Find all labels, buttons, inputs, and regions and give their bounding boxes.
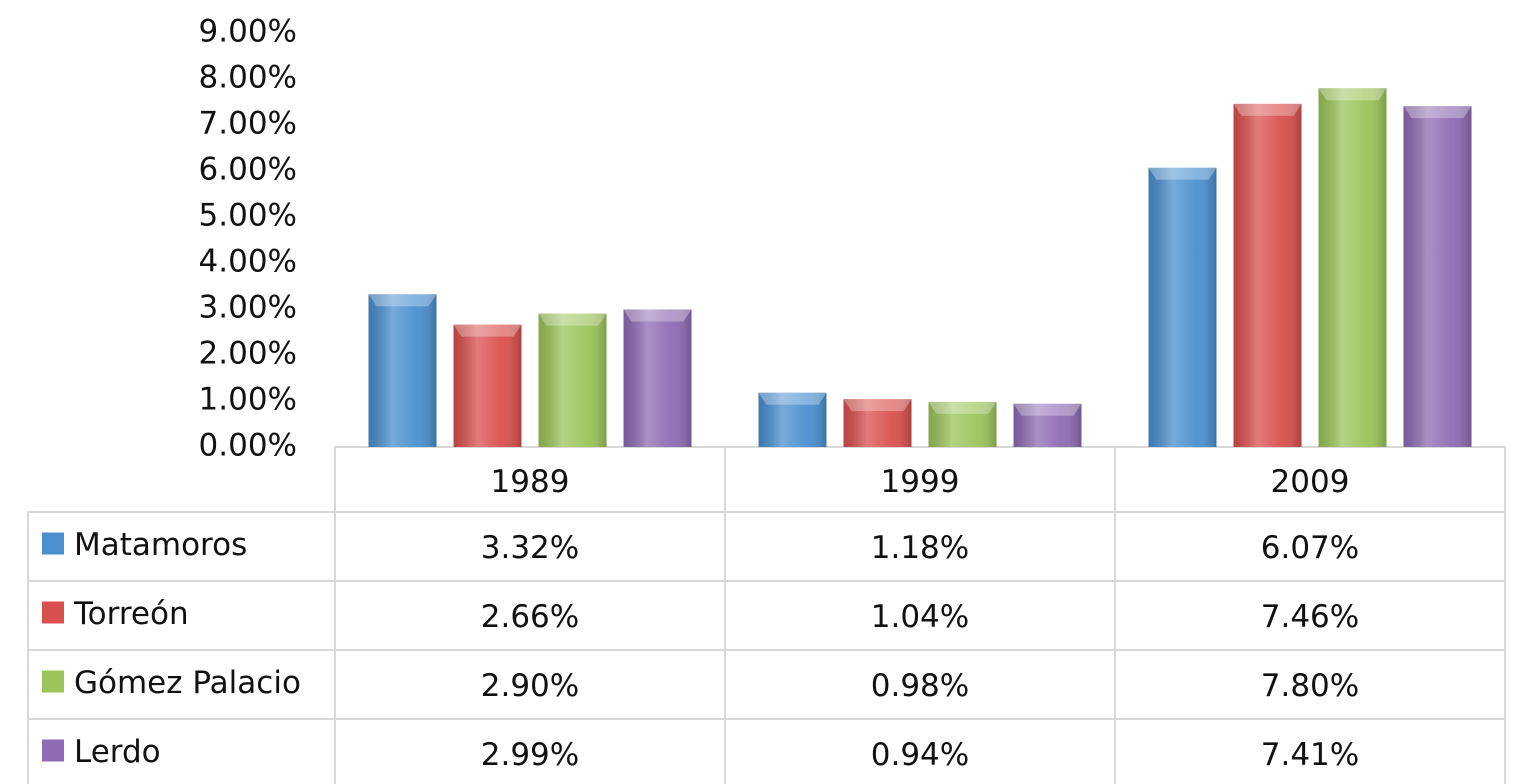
bar-bevel [623, 309, 692, 322]
bar-shine [928, 401, 997, 447]
data-label: 0.98% [871, 668, 969, 704]
y-tick-label: 0.00% [199, 428, 297, 464]
bar-bevel [928, 401, 997, 414]
bar-shine [843, 399, 912, 447]
bar-shine [1013, 403, 1082, 447]
legend-label: Matamoros [74, 527, 247, 563]
data-label: 7.80% [1261, 668, 1359, 704]
data-label: 2.99% [481, 737, 579, 773]
x-tick-label: 2009 [1271, 464, 1350, 500]
bar-shine [623, 309, 692, 447]
legend-label: Torreón [73, 596, 189, 632]
bar-shine [1403, 106, 1472, 447]
y-tick-label: 6.00% [199, 152, 297, 188]
data-label: 7.46% [1261, 599, 1359, 635]
y-tick-label: 1.00% [199, 382, 297, 418]
data-label: 3.32% [481, 530, 579, 566]
legend-swatch [42, 670, 64, 693]
y-tick-label: 3.00% [199, 290, 297, 326]
bar-shine [1148, 167, 1217, 447]
y-tick-label: 7.00% [199, 106, 297, 142]
y-tick-label: 5.00% [199, 198, 297, 234]
bar-shine [1318, 88, 1387, 447]
bar-bevel [1318, 88, 1387, 101]
legend-swatch [42, 532, 64, 555]
legend-swatch [42, 739, 64, 762]
bar-bevel [453, 324, 522, 337]
data-label: 2.90% [481, 668, 579, 704]
y-tick-label: 9.00% [199, 14, 297, 50]
bar-shine [368, 294, 437, 447]
legend-label: Gómez Palacio [74, 665, 301, 701]
data-label: 1.18% [871, 530, 969, 566]
data-label: 6.07% [1261, 530, 1359, 566]
data-label: 1.04% [871, 599, 969, 635]
data-label: 7.41% [1261, 737, 1359, 773]
y-tick-label: 2.00% [199, 336, 297, 372]
bar-shine [1233, 103, 1302, 447]
legend-swatch [42, 601, 64, 624]
bar-shine [758, 392, 827, 447]
x-tick-label: 1999 [881, 464, 960, 500]
bar-bevel [758, 392, 827, 405]
bar-bevel [368, 294, 437, 307]
bar-bevel [1403, 106, 1472, 119]
bar-shine [453, 324, 522, 447]
bar-bevel [843, 399, 912, 412]
data-label: 2.66% [481, 599, 579, 635]
y-tick-label: 4.00% [199, 244, 297, 280]
legend-label: Lerdo [74, 734, 161, 770]
bar-bevel [538, 313, 607, 326]
bar-bevel [1013, 403, 1082, 416]
x-tick-label: 1989 [491, 464, 570, 500]
data-label: 0.94% [871, 737, 969, 773]
table-cell [27, 718, 1506, 784]
y-tick-label: 8.00% [199, 60, 297, 96]
bar-bevel [1148, 167, 1217, 180]
bar-bevel [1233, 103, 1302, 116]
bar-shine [538, 313, 607, 447]
